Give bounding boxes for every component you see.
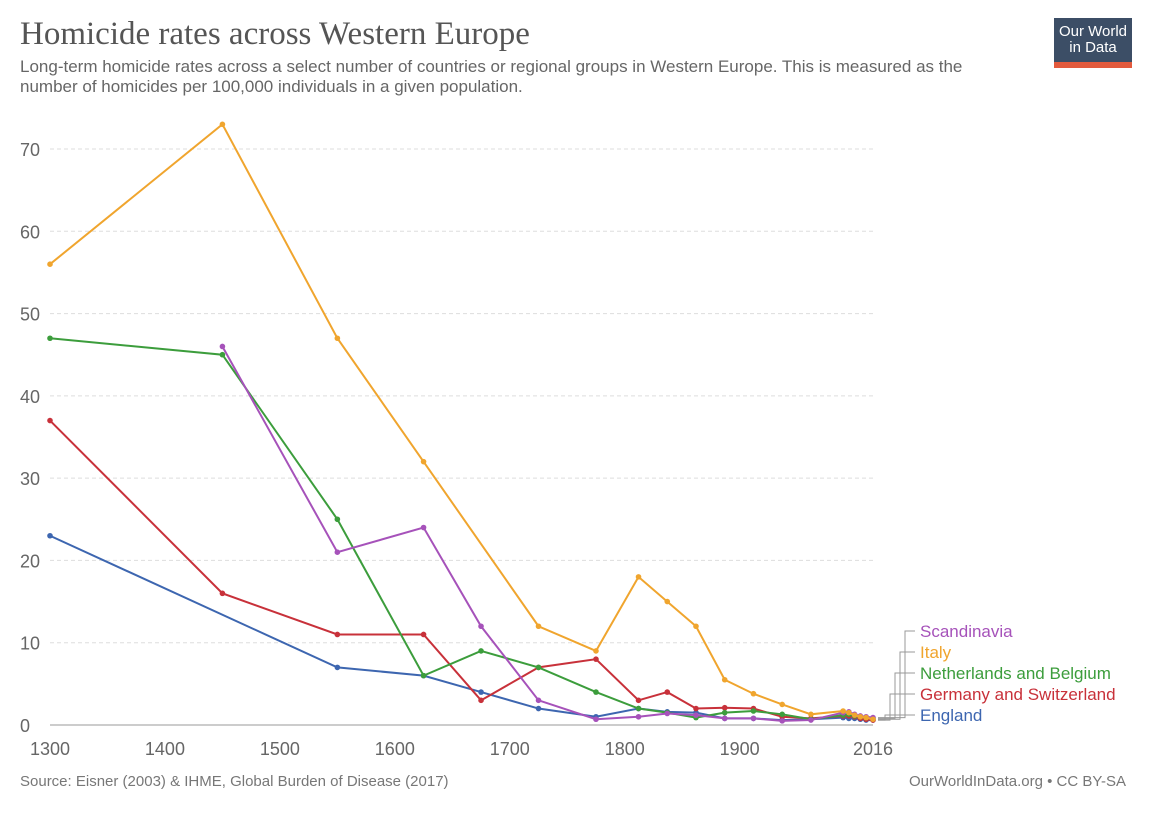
series-line (49, 337, 874, 721)
series-label: England (920, 706, 982, 725)
data-point (478, 697, 484, 704)
data-point (478, 648, 484, 654)
label-connector (878, 651, 915, 720)
label-connector (878, 693, 915, 721)
data-point (334, 664, 341, 671)
x-tick-label: 1800 (605, 739, 645, 759)
x-tick-label: 1300 (30, 739, 70, 759)
data-point (635, 705, 642, 712)
logo-line1: Our World (1058, 23, 1128, 40)
data-point (750, 708, 757, 714)
chart-title: Homicide rates across Western Europe (20, 16, 530, 52)
data-point (808, 717, 814, 723)
data-point (693, 705, 699, 712)
label-connector (878, 672, 915, 719)
data-point (334, 516, 341, 523)
data-point (420, 672, 427, 679)
data-point (635, 574, 642, 580)
data-point (593, 689, 599, 695)
y-tick-label: 40 (20, 387, 40, 407)
label-connector (878, 714, 915, 721)
data-point (478, 623, 484, 630)
x-tick-label: 1900 (720, 739, 760, 759)
data-point (846, 709, 852, 716)
data-point (420, 631, 427, 638)
data-point (47, 335, 53, 342)
data-point (47, 532, 53, 539)
data-point (219, 351, 226, 358)
data-point (219, 590, 226, 597)
data-point (334, 335, 341, 342)
data-point (47, 417, 53, 424)
data-point (851, 712, 858, 718)
data-point (219, 343, 226, 350)
series-line (221, 345, 874, 722)
data-point (593, 716, 599, 723)
data-point (750, 715, 757, 722)
data-point (420, 458, 427, 465)
series-line (49, 122, 874, 721)
data-point (664, 689, 671, 695)
data-point (535, 697, 542, 704)
data-point (535, 705, 542, 712)
data-point (635, 713, 642, 720)
logo-line2: in Data (1069, 39, 1117, 56)
label-connector (878, 630, 915, 719)
series-line (49, 419, 874, 722)
data-point (870, 716, 876, 723)
data-point (593, 648, 599, 654)
data-point (863, 714, 869, 721)
y-tick-label: 10 (20, 634, 40, 654)
data-point (593, 656, 599, 662)
data-point (535, 664, 542, 671)
data-point (721, 709, 728, 716)
data-point (635, 697, 642, 704)
data-point (219, 121, 226, 128)
data-point (779, 711, 785, 718)
data-point (420, 524, 427, 531)
x-tick-label: 1700 (490, 739, 530, 759)
license-credit[interactable]: OurWorldInData.org • CC BY-SA (908, 773, 1126, 790)
data-point (721, 704, 728, 711)
data-point (535, 623, 542, 630)
data-point (664, 710, 671, 717)
data-point (721, 676, 728, 683)
x-tick-label: 1400 (145, 739, 185, 759)
series-label: Germany and Switzerland (920, 685, 1116, 704)
logo-accent-bar (1054, 62, 1132, 68)
data-point (721, 715, 728, 722)
y-tick-label: 30 (20, 469, 40, 489)
data-point (334, 631, 341, 638)
data-point (334, 549, 341, 555)
owid-logo[interactable]: Our World in Data (1054, 18, 1132, 68)
chart-subtitle: Long-term homicide rates across a select… (20, 57, 963, 96)
data-point (808, 711, 814, 718)
source-note: Source: Eisner (2003) & IHME, Global Bur… (20, 773, 449, 790)
data-point (779, 701, 785, 708)
y-tick-label: 0 (20, 716, 30, 736)
series-label: Netherlands and Belgium (920, 664, 1111, 683)
data-point (840, 708, 846, 714)
series-label: Italy (920, 643, 952, 662)
data-point (47, 261, 53, 268)
data-point (693, 712, 699, 718)
data-point (693, 623, 699, 630)
series-label: Scandinavia (920, 622, 1013, 641)
y-tick-label: 50 (20, 305, 40, 325)
data-point (857, 713, 864, 720)
x-tick-label: 1600 (375, 739, 415, 759)
x-tick-label: 2016 (853, 739, 893, 759)
data-point (750, 690, 757, 697)
x-tick-label: 1500 (260, 739, 300, 759)
y-tick-label: 60 (20, 222, 40, 242)
data-point (779, 718, 785, 724)
data-point (478, 689, 484, 695)
y-tick-label: 70 (20, 140, 40, 160)
y-tick-label: 20 (20, 551, 40, 571)
data-point (664, 598, 671, 605)
